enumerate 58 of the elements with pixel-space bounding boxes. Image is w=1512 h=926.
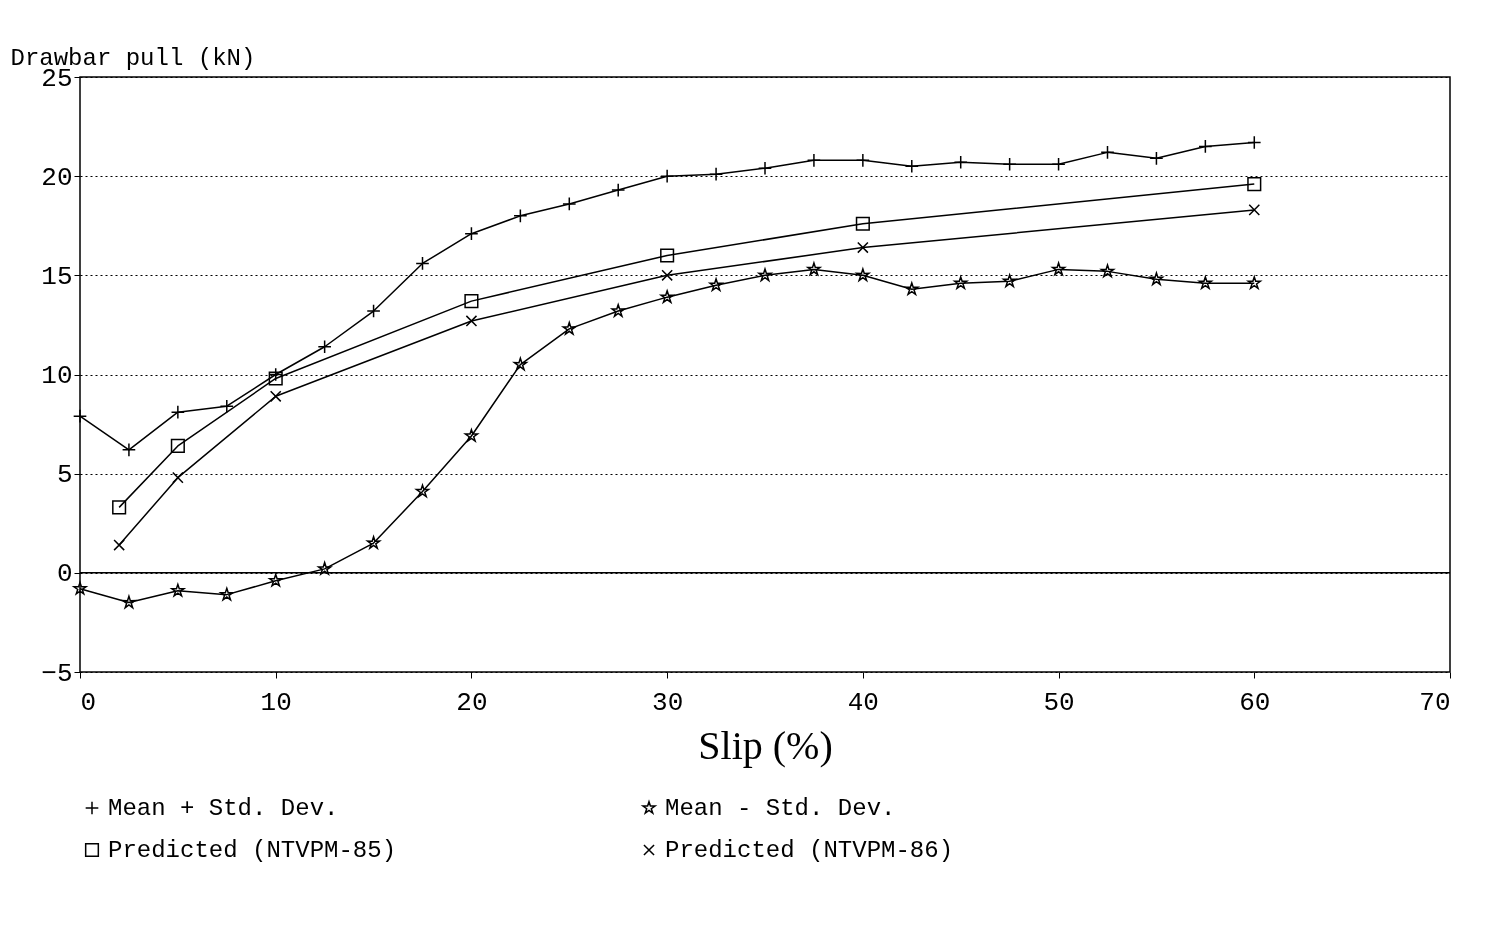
point — [172, 471, 184, 484]
point — [171, 583, 185, 597]
x-tick-label: 60 — [1239, 687, 1271, 718]
x-tick-label: 0 — [80, 687, 97, 718]
point — [1247, 276, 1262, 290]
point — [1100, 264, 1115, 278]
point — [660, 290, 674, 304]
point — [855, 216, 870, 231]
point — [113, 539, 125, 551]
point — [120, 593, 137, 610]
point — [1002, 274, 1017, 288]
x-tick-label: 50 — [1043, 687, 1075, 718]
y-tick-label: 5 — [56, 460, 73, 491]
point — [73, 581, 87, 595]
point — [660, 248, 675, 263]
point — [465, 315, 478, 327]
legend-label: Predicted (NTVPM-85) — [108, 837, 397, 864]
point — [317, 561, 332, 575]
point — [1248, 204, 1261, 216]
point — [220, 587, 234, 601]
y-tick-label: −5 — [41, 658, 73, 689]
x-tick-label: 20 — [456, 687, 488, 718]
point — [562, 321, 577, 335]
x-tick-label: 10 — [260, 687, 292, 718]
legend-label: Mean + Std. Dev. — [108, 795, 339, 822]
point — [1198, 276, 1213, 290]
point — [905, 282, 919, 296]
x-tick-label: 30 — [652, 687, 684, 718]
y-tick-label: 15 — [41, 261, 73, 292]
point — [464, 428, 479, 442]
y-tick-label: 20 — [41, 162, 73, 193]
point — [807, 262, 821, 276]
x-tick-label: 70 — [1419, 687, 1451, 718]
point — [1247, 177, 1262, 192]
point — [953, 276, 968, 290]
point — [857, 241, 869, 254]
point — [112, 500, 127, 515]
point — [758, 268, 772, 282]
point — [415, 484, 430, 498]
point — [268, 573, 283, 587]
point — [661, 269, 673, 282]
legend-label: Predicted (NTVPM-86) — [665, 837, 954, 864]
x-tick-label: 40 — [847, 687, 879, 718]
point — [611, 303, 625, 317]
point — [856, 268, 870, 282]
x-axis-title: Slip (%) — [698, 722, 833, 768]
point — [269, 390, 282, 403]
y-tick-label: 10 — [41, 361, 73, 391]
point — [464, 294, 479, 309]
point — [1149, 272, 1164, 286]
point — [366, 536, 381, 549]
point — [170, 438, 185, 453]
point — [513, 357, 528, 371]
point — [1051, 262, 1066, 276]
y-tick-label: 0 — [56, 559, 73, 590]
point — [709, 278, 723, 292]
legend-label: Mean - Std. Dev. — [665, 795, 896, 822]
point — [268, 371, 283, 386]
